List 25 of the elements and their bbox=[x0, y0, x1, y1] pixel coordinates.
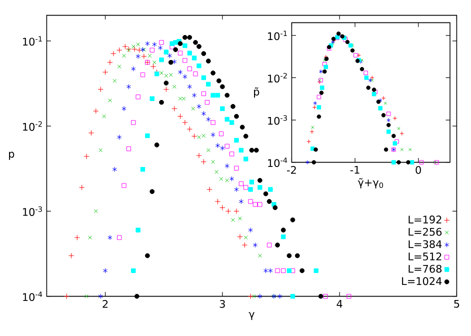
x-tick-label: -2 bbox=[287, 166, 296, 174]
y-axis-title: p bbox=[9, 152, 14, 160]
x-tick-label: 2 bbox=[102, 300, 108, 308]
y-tick-label: 10$^{-3}$ bbox=[23, 206, 42, 216]
y-tick-label: 10$^{-4}$ bbox=[23, 292, 42, 302]
y-axis-title: p̃ bbox=[254, 87, 260, 98]
x-tick-label: 3 bbox=[220, 300, 225, 308]
x-tick-label: 0 bbox=[416, 166, 421, 174]
y-tick-label: 10$^{-2}$ bbox=[268, 72, 287, 82]
x-axis-title: γ̃+γ$_{0}$ bbox=[358, 178, 384, 188]
legend-label: L=256 bbox=[408, 228, 442, 236]
legend-label: L=192 bbox=[408, 216, 442, 224]
legend-label: L=1024 bbox=[402, 277, 442, 286]
x-axis-title: γ bbox=[248, 312, 254, 320]
x-tick-label: 4 bbox=[336, 300, 342, 308]
x-tick-label: 5 bbox=[454, 300, 460, 308]
legend-label: L=384 bbox=[408, 240, 442, 248]
legend-label: L=512 bbox=[408, 252, 442, 260]
y-tick-label: 10$^{-2}$ bbox=[23, 121, 42, 131]
legend-label: L=768 bbox=[408, 264, 442, 273]
y-tick-label: 10$^{-4}$ bbox=[268, 158, 288, 168]
y-tick-label: 10$^{-1}$ bbox=[23, 36, 42, 46]
y-tick-label: 10$^{-3}$ bbox=[268, 115, 287, 125]
y-tick-label: 10$^{-1}$ bbox=[268, 30, 287, 40]
x-tick-label: -1 bbox=[350, 166, 360, 174]
